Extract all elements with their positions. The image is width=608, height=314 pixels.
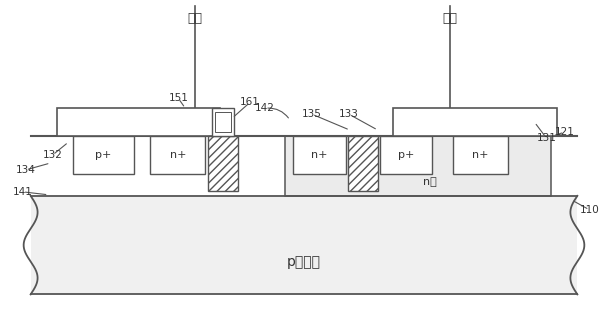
Text: p型衆底: p型衆底 bbox=[287, 255, 321, 268]
Text: n+: n+ bbox=[311, 150, 328, 160]
Bar bbox=[30, 196, 578, 295]
Text: 161: 161 bbox=[240, 97, 260, 107]
Bar bbox=[285, 136, 551, 196]
Text: n+: n+ bbox=[170, 150, 186, 160]
Text: 121: 121 bbox=[554, 127, 575, 137]
Text: 135: 135 bbox=[302, 109, 322, 119]
Text: 阳极: 阳极 bbox=[442, 12, 457, 25]
Bar bbox=[348, 136, 378, 191]
Text: 151: 151 bbox=[168, 93, 188, 103]
Bar bbox=[72, 136, 134, 174]
Text: p+: p+ bbox=[398, 150, 414, 160]
Bar bbox=[150, 136, 206, 174]
Text: 132: 132 bbox=[43, 150, 63, 160]
Text: p+: p+ bbox=[95, 150, 112, 160]
Bar bbox=[57, 108, 220, 136]
Bar bbox=[215, 112, 231, 132]
Bar bbox=[212, 108, 234, 136]
Text: 142: 142 bbox=[255, 103, 275, 113]
Text: 133: 133 bbox=[339, 109, 359, 119]
Text: 131: 131 bbox=[536, 133, 556, 143]
Text: n阱: n阱 bbox=[423, 177, 437, 187]
Bar bbox=[393, 108, 558, 136]
Text: 141: 141 bbox=[13, 187, 33, 197]
Text: 134: 134 bbox=[16, 165, 36, 175]
Bar bbox=[380, 136, 432, 174]
Bar bbox=[453, 136, 508, 174]
Text: n+: n+ bbox=[472, 150, 488, 160]
Bar bbox=[208, 136, 238, 191]
Text: 110: 110 bbox=[579, 205, 599, 215]
Bar bbox=[293, 136, 346, 174]
Text: 阴极: 阴极 bbox=[188, 12, 202, 25]
